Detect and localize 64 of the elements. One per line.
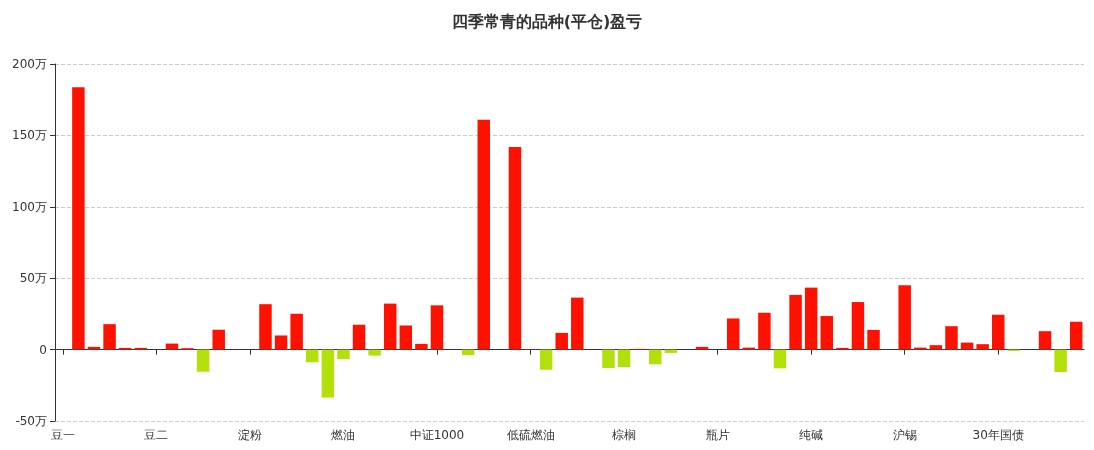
bar [804,287,818,350]
bar [914,347,927,350]
bar [571,297,584,350]
bar [508,147,522,350]
chart-title: 四季常青的品种(平仓)盈亏 [451,11,643,31]
bar [820,316,833,350]
bar [477,119,490,350]
bar [103,324,116,350]
bar [898,285,911,350]
bar [992,314,1005,350]
bar [976,344,989,350]
bar [789,294,802,350]
bar [945,326,958,350]
x-tick-label: 30年国债 [972,428,1024,442]
x-tick-label: 燃油 [331,428,356,442]
bar [165,343,179,350]
y-tick-label: 150万 [12,128,47,143]
x-tick-label: 豆一 [50,428,75,442]
bar [960,342,974,350]
bar [555,332,568,350]
x-tick-label: 豆二 [144,428,169,442]
bar [399,325,413,350]
bar [617,349,631,368]
x-tick-label: 低硫燃油 [506,428,555,442]
bar [259,304,272,350]
bar [212,329,225,350]
bar [602,349,615,369]
x-tick-label: 沪锡 [892,428,917,442]
x-tick-label: 纯碱 [799,428,824,442]
bar [352,324,366,350]
bar [649,349,662,365]
bar [337,349,350,360]
bar [72,87,85,350]
y-tick-label: 0 [39,342,47,357]
bar [758,312,771,350]
bar [415,343,428,350]
x-tick-label: 瓶片 [705,428,730,442]
bar [851,302,865,350]
bar [306,349,319,363]
bar [368,349,381,356]
bar [1054,349,1067,373]
bar [929,345,943,350]
bar [1069,321,1083,350]
bar [742,347,756,350]
y-tick-label: -50万 [15,414,47,428]
x-tick-label: 棕榈 [612,428,637,442]
y-tick-label: 100万 [12,199,47,214]
bar [726,318,740,350]
bar [773,349,787,369]
bar [87,346,101,350]
bar [383,303,397,350]
bar [430,305,444,350]
bar [321,349,335,398]
y-tick-label: 50万 [19,271,47,286]
bar [290,313,303,350]
bar [274,335,288,350]
bar [695,346,709,350]
y-tick-label: 200万 [12,57,47,71]
bar [196,349,210,372]
x-tick-label: 淀粉 [237,428,262,442]
bar [1038,331,1052,350]
x-tick-label: 中证1000 [409,428,465,442]
bar [539,349,553,370]
bar [867,329,880,350]
